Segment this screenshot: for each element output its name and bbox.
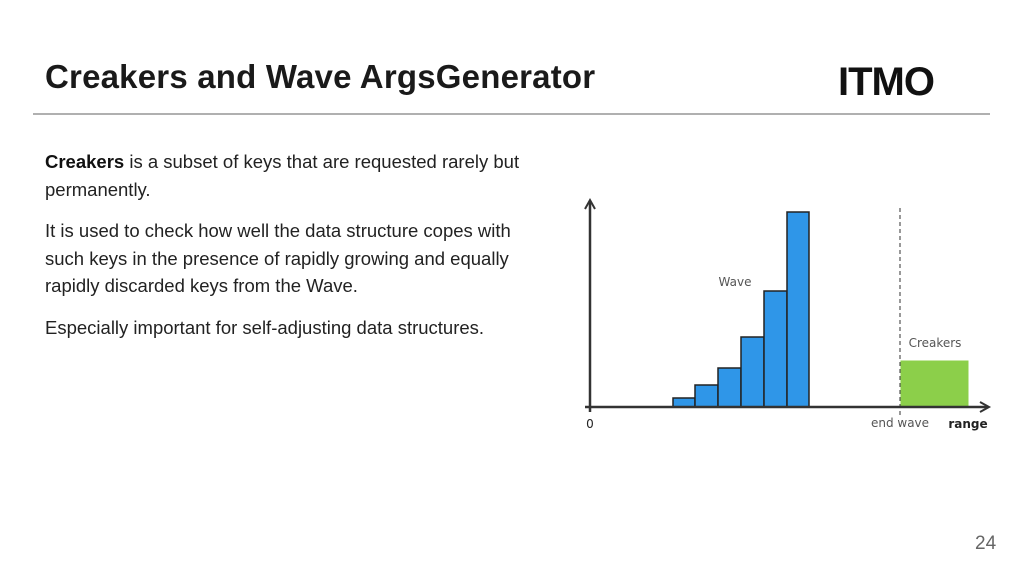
wave-label: Wave <box>719 275 752 289</box>
creakers-bar <box>900 360 969 408</box>
range-label: range <box>948 417 987 431</box>
body-text: Creakers is a subset of keys that are re… <box>45 148 545 355</box>
wave-bar <box>717 367 742 408</box>
end-wave-label: end wave <box>871 416 929 430</box>
wave-bar <box>786 211 810 408</box>
paragraph-text: is a subset of keys that are requested r… <box>45 151 520 200</box>
paragraph: Creakers is a subset of keys that are re… <box>45 148 545 203</box>
wave-bar <box>763 290 788 408</box>
wave-bars <box>672 211 810 408</box>
origin-label: 0 <box>586 417 594 431</box>
logo: ITMO <box>838 60 935 104</box>
creakers-label: Creakers <box>909 336 962 350</box>
y-arrow <box>584 197 596 210</box>
slide-title: Creakers and Wave ArgsGenerator <box>45 58 596 95</box>
paragraph: Especially important for self-adjusting … <box>45 316 485 338</box>
bold-term: Creakers <box>45 151 125 172</box>
page-number: 24 <box>975 533 997 554</box>
wave-bar <box>672 397 696 408</box>
x-arrow <box>979 401 992 413</box>
paragraph: It is used to check how well the data st… <box>45 220 511 296</box>
wave-bar <box>740 336 765 408</box>
title-rule <box>33 113 990 115</box>
wave-bar <box>694 384 719 408</box>
